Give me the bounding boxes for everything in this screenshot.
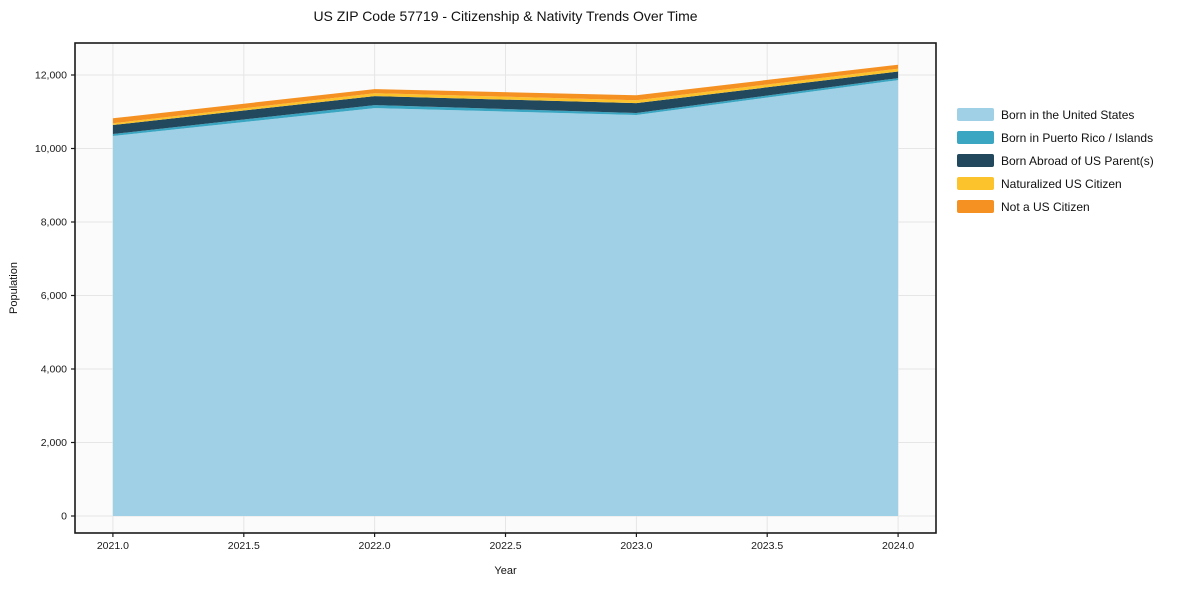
- legend-swatch-born-us: [957, 108, 994, 121]
- plot-border: [74, 42, 937, 534]
- y-tick-label: 6,000: [41, 290, 67, 302]
- legend-item: Not a US Citizen: [957, 195, 1154, 218]
- chart-title: US ZIP Code 57719 - Citizenship & Nativi…: [313, 8, 698, 24]
- y-axis-label: Population: [8, 262, 20, 314]
- legend-item: Born in Puerto Rico / Islands: [957, 126, 1154, 149]
- x-axis-label: Year: [494, 565, 517, 577]
- legend-swatch-puerto-rico: [957, 131, 994, 144]
- legend-item: Naturalized US Citizen: [957, 172, 1154, 195]
- x-tick-label: 2022.5: [489, 540, 521, 552]
- y-tick-label: 0: [61, 511, 67, 523]
- area-series-2: [112, 71, 899, 134]
- legend-swatch-naturalized: [957, 177, 994, 190]
- y-tick-label: 12,000: [35, 70, 67, 82]
- x-tick-label: 2023.0: [620, 540, 652, 552]
- area-series-4: [112, 64, 899, 124]
- legend-label: Born Abroad of US Parent(s): [1001, 153, 1154, 168]
- area-series-3: [112, 68, 899, 125]
- x-tick-label: 2023.5: [751, 540, 783, 552]
- y-tick-label: 2,000: [41, 437, 67, 449]
- legend-item: Born Abroad of US Parent(s): [957, 149, 1154, 172]
- y-tick-label: 4,000: [41, 364, 67, 376]
- x-tick-label: 2021.0: [97, 540, 129, 552]
- legend-label: Born in the United States: [1001, 107, 1135, 122]
- legend-label: Not a US Citizen: [1001, 199, 1090, 214]
- y-tick-label: 8,000: [41, 217, 67, 229]
- y-tick-label: 10,000: [35, 143, 67, 155]
- legend-label: Born in Puerto Rico / Islands: [1001, 130, 1154, 145]
- legend: Born in the United States Born in Puerto…: [957, 103, 1154, 218]
- x-tick-label: 2022.0: [359, 540, 391, 552]
- area-series-0: [112, 80, 899, 516]
- legend-swatch-not-citizen: [957, 200, 994, 213]
- legend-label: Naturalized US Citizen: [1001, 176, 1122, 191]
- x-tick-label: 2021.5: [228, 540, 260, 552]
- legend-item: Born in the United States: [957, 103, 1154, 126]
- legend-swatch-born-abroad: [957, 154, 994, 167]
- x-tick-label: 2024.0: [882, 540, 914, 552]
